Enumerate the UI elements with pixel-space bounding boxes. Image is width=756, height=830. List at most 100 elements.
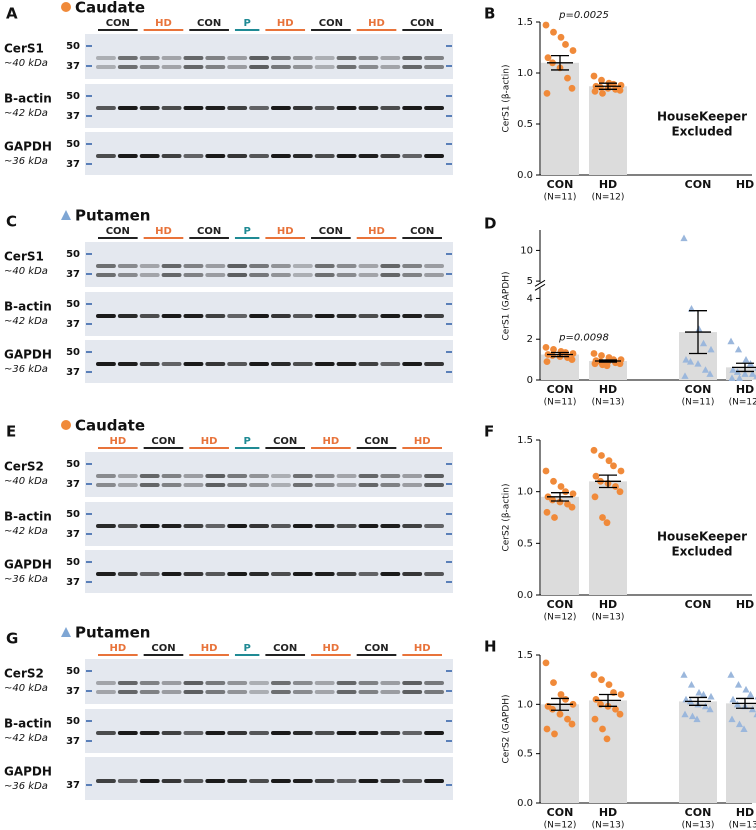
panel-letter: A <box>6 5 18 23</box>
mw-marker: 37 <box>66 577 80 588</box>
band <box>424 572 444 576</box>
note: HouseKeeper <box>657 110 747 124</box>
data-point <box>549 352 556 359</box>
x-tick-label: HD <box>599 178 617 191</box>
data-point <box>734 345 743 353</box>
x-tick-label: HD <box>599 383 617 396</box>
mw-marker: 50 <box>66 509 80 520</box>
data-point <box>549 705 556 713</box>
data-point <box>590 72 598 80</box>
y-tick-label: 0.5 <box>517 119 533 130</box>
data-point <box>564 74 571 82</box>
data-point <box>753 712 756 718</box>
band <box>292 681 313 685</box>
band <box>271 106 291 110</box>
blot <box>85 132 453 175</box>
group-label: CON <box>151 436 175 447</box>
kda-label: ~40 kDa <box>4 58 48 69</box>
data-point <box>746 690 755 698</box>
data-point <box>590 350 598 357</box>
kda-label: ~42 kDa <box>4 316 48 327</box>
region-title: Putamen <box>75 624 150 642</box>
band <box>161 681 182 685</box>
y-tick-label: 0.5 <box>517 538 533 549</box>
band <box>117 314 138 318</box>
group-label: CON <box>410 226 434 237</box>
band <box>314 690 335 694</box>
band <box>271 572 291 576</box>
data-point <box>617 81 625 89</box>
band <box>139 731 160 735</box>
band <box>271 273 291 277</box>
band <box>139 483 160 487</box>
data-point <box>568 503 576 511</box>
data-point <box>564 715 571 723</box>
y-tick-label: 1.5 <box>517 650 533 661</box>
data-point <box>590 446 598 454</box>
data-point <box>603 362 611 370</box>
band <box>117 483 138 487</box>
band <box>336 362 357 366</box>
band <box>336 572 357 576</box>
data-point <box>569 490 577 498</box>
data-point <box>598 76 605 84</box>
data-point <box>557 33 565 41</box>
band <box>249 362 269 366</box>
data-point <box>742 356 750 363</box>
band <box>380 731 401 735</box>
protein-label: GAPDH <box>4 558 52 572</box>
band <box>205 273 226 277</box>
x-tick-label: HD <box>736 806 754 819</box>
band <box>358 572 379 576</box>
data-point <box>728 715 736 723</box>
panel-letter: E <box>6 423 16 441</box>
group-label: HD <box>109 643 126 654</box>
data-point <box>603 519 611 527</box>
data-point <box>727 337 735 345</box>
band <box>292 264 313 268</box>
band <box>96 314 116 318</box>
band <box>183 779 204 783</box>
mw-marker: 50 <box>66 347 80 358</box>
data-point <box>557 483 565 490</box>
group-label: P <box>244 226 251 237</box>
band <box>205 690 226 694</box>
kda-label: ~36 kDa <box>4 781 48 792</box>
data-point <box>591 87 599 95</box>
band <box>205 731 226 735</box>
band <box>227 483 248 487</box>
data-point <box>542 343 550 351</box>
band <box>380 314 401 318</box>
group-label: P <box>244 436 251 447</box>
band <box>402 572 423 576</box>
group-label: HD <box>155 226 172 237</box>
data-point <box>592 472 600 480</box>
band <box>117 273 138 277</box>
kda-label: ~42 kDa <box>4 108 48 119</box>
band <box>139 56 160 60</box>
band <box>161 690 182 694</box>
data-point <box>556 710 564 718</box>
band <box>424 474 444 478</box>
band <box>424 690 444 694</box>
n-label: (N=11) <box>544 398 577 408</box>
protein-label: B-actin <box>4 300 52 314</box>
y-tick-label: 0 <box>527 375 533 386</box>
band <box>314 154 335 158</box>
band <box>96 474 116 478</box>
band <box>314 65 335 69</box>
band <box>380 474 401 478</box>
region-title: Putamen <box>75 207 150 225</box>
band <box>336 731 357 735</box>
band <box>292 483 313 487</box>
blot <box>85 340 453 383</box>
band <box>358 56 379 60</box>
data-point <box>701 702 710 710</box>
group-label: CON <box>197 226 221 237</box>
data-point <box>612 483 619 490</box>
band <box>227 690 248 694</box>
mw-marker: 37 <box>66 367 80 378</box>
data-point <box>568 84 576 92</box>
band <box>117 106 138 110</box>
band <box>96 362 116 366</box>
